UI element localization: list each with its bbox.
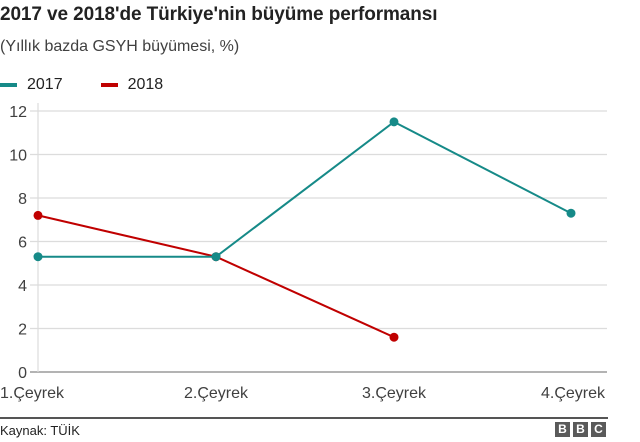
x-tick-label: 3.Çeyrek [362,385,427,402]
data-point-2018 [33,210,43,220]
data-point-2017 [211,252,221,262]
legend-item-2017: 2017 [0,76,63,94]
y-tick-label: 0 [18,365,27,382]
y-tick-label: 12 [9,104,27,121]
y-gridlines [30,103,607,373]
x-tick-label: 4.Çeyrek [541,385,606,402]
y-tick-label: 4 [18,278,27,295]
bbc-logo-letter: B [555,422,570,437]
data-point-2017 [33,252,43,262]
x-axis-labels: 1.Çeyrek 2.Çeyrek 3.Çeyrek 4.Çeyrek [0,385,606,402]
y-tick-label: 10 [9,148,27,165]
data-point-2018 [389,332,399,342]
bbc-logo-letter: B [573,422,588,437]
legend: 2017 2018 [0,75,181,95]
bbc-logo-letter: C [591,422,606,437]
series-lines [33,117,576,342]
series-line-2018 [37,214,395,339]
y-tick-label: 2 [18,322,27,339]
y-tick-label: 6 [18,235,27,252]
bbc-logo: B B C [555,422,606,437]
line-chart: 0 2 4 6 8 10 12 1.Çeyrek 2.Çeyrek 3.Çeyrek 4.Çeyr… [0,103,607,402]
legend-swatch-2017 [0,83,17,87]
data-point-2017 [566,208,576,218]
source-note: Kaynak: TÜİK [0,423,80,438]
y-tick-label: 8 [18,191,27,208]
chart-subtitle: (Yıllık bazda GSYH büyümesi, %) [0,38,240,55]
chart-title: 2017 ve 2018'de Türkiye'nin büyüme perfo… [0,4,438,25]
series-line-2017 [38,120,572,258]
x-tick-label: 1.Çeyrek [0,385,65,402]
legend-label-2018: 2018 [127,76,164,93]
y-axis-labels: 0 2 4 6 8 10 12 [9,104,27,382]
x-tick-label: 2.Çeyrek [184,385,249,402]
legend-swatch-2018 [100,83,118,87]
legend-item-2018: 2018 [100,76,164,94]
data-point-2017 [389,117,399,127]
legend-label-2017: 2017 [27,76,63,93]
footer-divider [0,417,608,419]
